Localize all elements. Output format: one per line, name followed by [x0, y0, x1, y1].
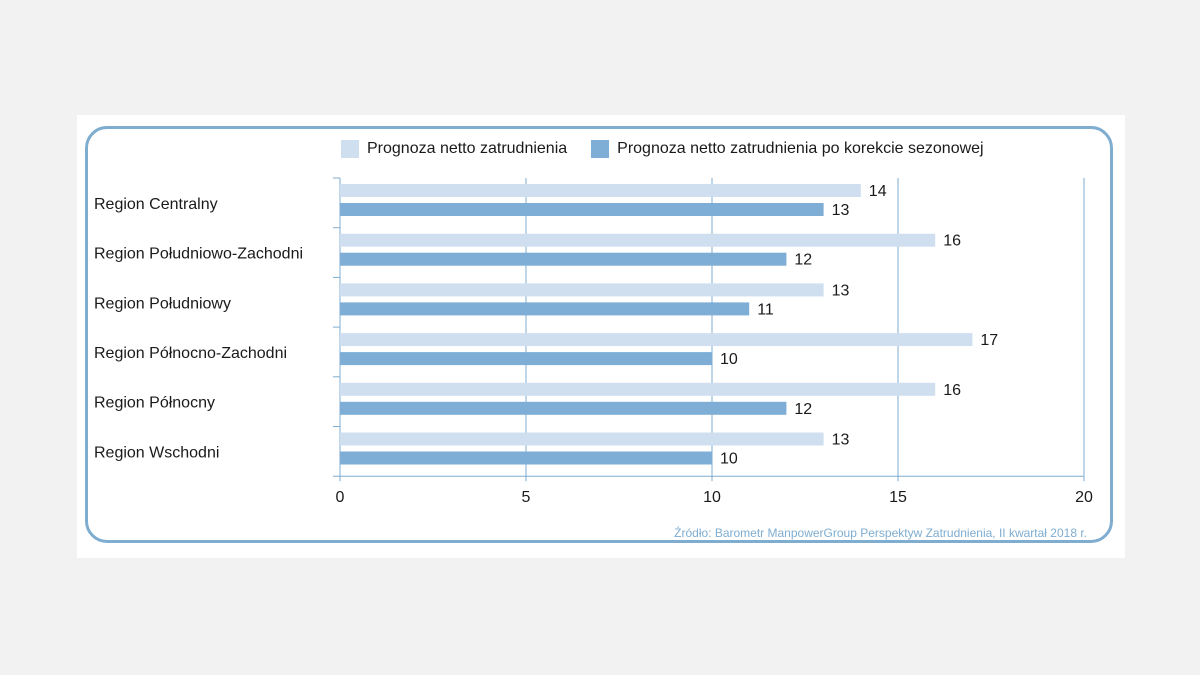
category-label-2: Region Południowy — [94, 295, 231, 312]
source-note: Źródło: Barometr ManpowerGroup Perspekty… — [674, 526, 1087, 540]
bar-s2-5 — [340, 451, 712, 465]
value-label-s1-4: 16 — [943, 382, 961, 399]
x-tick-label-1: 5 — [522, 489, 531, 506]
category-label-3: Region Północno-Zachodni — [94, 345, 287, 362]
bar-s2-4 — [340, 401, 787, 415]
bar-s1-4 — [340, 382, 936, 396]
x-tick-label-3: 15 — [889, 489, 907, 506]
legend: Prognoza netto zatrudnienia Prognoza net… — [341, 138, 1008, 160]
value-label-s1-3: 17 — [980, 332, 998, 349]
value-label-s1-1: 16 — [943, 233, 961, 250]
legend-swatch-dark — [591, 140, 610, 158]
chart-panel: Prognoza netto zatrudnienia Prognoza net… — [77, 115, 1125, 558]
bar-s2-3 — [340, 352, 712, 366]
category-label-5: Region Wschodni — [94, 444, 219, 461]
x-tick-label-4: 20 — [1075, 489, 1093, 506]
bar-s1-2 — [340, 283, 824, 297]
value-label-s2-2: 11 — [757, 301, 774, 318]
x-tick-label-2: 10 — [703, 489, 721, 506]
category-label-4: Region Północny — [94, 395, 215, 412]
x-tick-label-0: 0 — [336, 489, 345, 506]
category-label-0: Region Centralny — [94, 196, 218, 213]
value-label-s2-4: 12 — [794, 401, 812, 418]
value-label-s1-2: 13 — [832, 282, 850, 299]
value-label-s1-0: 14 — [869, 183, 887, 200]
legend-label-series-2: Prognoza netto zatrudnienia po korekcie … — [617, 140, 984, 157]
bar-s1-5 — [340, 432, 824, 446]
legend-item-series-2: Prognoza netto zatrudnienia po korekcie … — [591, 140, 984, 158]
value-label-s2-0: 13 — [832, 202, 850, 219]
value-label-s2-5: 10 — [720, 451, 738, 468]
legend-label-series-1: Prognoza netto zatrudnienia — [367, 140, 568, 157]
bar-s1-0 — [340, 184, 861, 197]
bar-chart: 0 5 10 15 20 Region Centralny 14 13 Region Połud… — [94, 177, 1093, 506]
bar-s1-3 — [340, 333, 973, 347]
bar-s2-2 — [340, 302, 750, 316]
category-label-1: Region Południowo-Zachodni — [94, 246, 303, 263]
value-label-s2-3: 10 — [720, 351, 738, 368]
bar-s2-1 — [340, 252, 787, 266]
legend-swatch-light — [341, 140, 359, 158]
chart-frame — [85, 126, 1113, 543]
value-label-s1-5: 13 — [832, 432, 850, 449]
value-label-s2-1: 12 — [794, 252, 812, 269]
legend-item-series-1: Prognoza netto zatrudnienia — [341, 140, 567, 158]
bar-s2-0 — [340, 203, 824, 216]
bar-s1-1 — [340, 233, 936, 247]
